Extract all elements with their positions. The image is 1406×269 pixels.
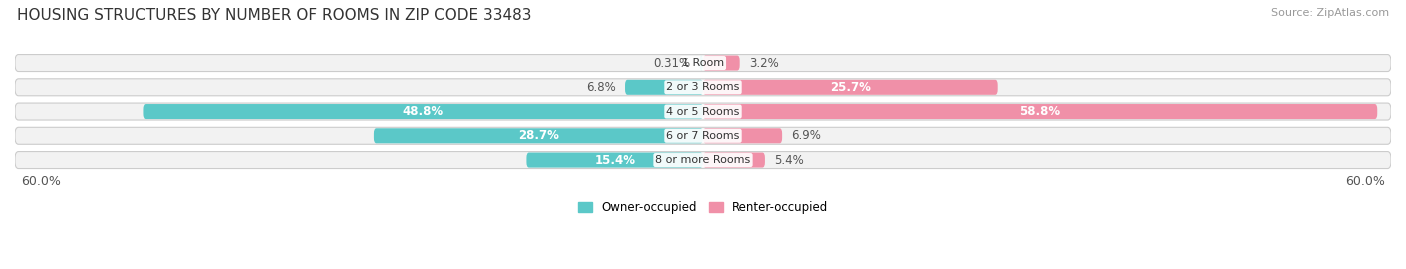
Text: 25.7%: 25.7% bbox=[830, 81, 870, 94]
Text: 3.2%: 3.2% bbox=[749, 56, 779, 70]
Text: 4 or 5 Rooms: 4 or 5 Rooms bbox=[666, 107, 740, 116]
FancyBboxPatch shape bbox=[15, 103, 1391, 120]
Text: 6.8%: 6.8% bbox=[586, 81, 616, 94]
Text: 8 or more Rooms: 8 or more Rooms bbox=[655, 155, 751, 165]
FancyBboxPatch shape bbox=[15, 55, 1391, 72]
Text: 2 or 3 Rooms: 2 or 3 Rooms bbox=[666, 82, 740, 92]
Text: Source: ZipAtlas.com: Source: ZipAtlas.com bbox=[1271, 8, 1389, 18]
Text: HOUSING STRUCTURES BY NUMBER OF ROOMS IN ZIP CODE 33483: HOUSING STRUCTURES BY NUMBER OF ROOMS IN… bbox=[17, 8, 531, 23]
Text: 0.31%: 0.31% bbox=[654, 56, 690, 70]
FancyBboxPatch shape bbox=[143, 104, 703, 119]
FancyBboxPatch shape bbox=[703, 128, 782, 143]
FancyBboxPatch shape bbox=[703, 104, 1378, 119]
FancyBboxPatch shape bbox=[374, 128, 703, 143]
Text: 58.8%: 58.8% bbox=[1019, 105, 1060, 118]
Legend: Owner-occupied, Renter-occupied: Owner-occupied, Renter-occupied bbox=[572, 196, 834, 219]
Text: 6 or 7 Rooms: 6 or 7 Rooms bbox=[666, 131, 740, 141]
FancyBboxPatch shape bbox=[703, 153, 765, 168]
Text: 5.4%: 5.4% bbox=[775, 154, 804, 167]
Text: 48.8%: 48.8% bbox=[402, 105, 444, 118]
FancyBboxPatch shape bbox=[15, 151, 1391, 169]
Text: 60.0%: 60.0% bbox=[21, 175, 60, 188]
FancyBboxPatch shape bbox=[15, 79, 1391, 96]
FancyBboxPatch shape bbox=[699, 55, 703, 70]
Text: 15.4%: 15.4% bbox=[595, 154, 636, 167]
FancyBboxPatch shape bbox=[626, 80, 703, 95]
FancyBboxPatch shape bbox=[526, 153, 703, 168]
FancyBboxPatch shape bbox=[703, 80, 998, 95]
FancyBboxPatch shape bbox=[15, 127, 1391, 144]
FancyBboxPatch shape bbox=[703, 55, 740, 70]
Text: 60.0%: 60.0% bbox=[1346, 175, 1385, 188]
Text: 28.7%: 28.7% bbox=[517, 129, 560, 142]
Text: 6.9%: 6.9% bbox=[792, 129, 821, 142]
Text: 1 Room: 1 Room bbox=[682, 58, 724, 68]
